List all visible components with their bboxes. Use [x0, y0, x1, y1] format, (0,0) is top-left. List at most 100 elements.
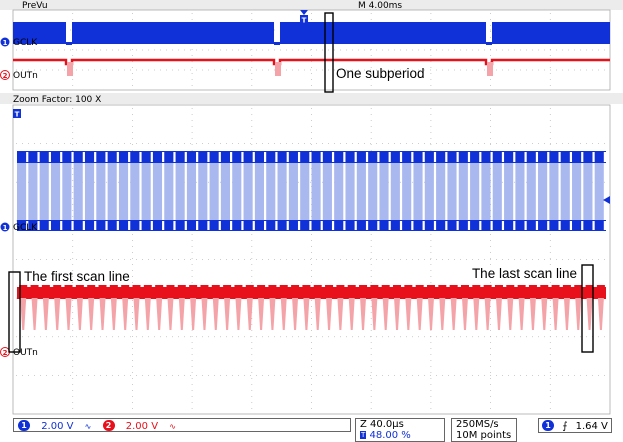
zoom-outn-spike [347, 285, 356, 288]
zoom-gclk-gap [365, 221, 369, 230]
zoom-outn-pulse [88, 298, 95, 330]
zoom-gclk-gap [218, 221, 221, 230]
zoom-gclk-gap [26, 221, 29, 230]
zoom-gclk-burst [164, 156, 174, 226]
zoom-gclk-gap [422, 221, 425, 230]
overview-gclk-gap [486, 42, 492, 45]
zoom-gclk-gap [490, 221, 493, 230]
zoom-outn-spike [200, 285, 209, 288]
zoom-gclk-burst [266, 156, 276, 226]
zoom-gclk-burst [118, 156, 129, 226]
zoom-outn-pulse [597, 298, 604, 330]
zoom-gclk-burst [209, 156, 219, 226]
zoom-gclk-gap [173, 152, 176, 162]
zoom-gclk-burst [311, 156, 321, 226]
zoom-gclk-burst [186, 156, 197, 226]
ch2-scale: 2.00 V [125, 420, 159, 432]
zoom-outn-pulse [507, 298, 514, 330]
zoom-gclk-burst [232, 156, 242, 226]
zoom-gclk-gap [94, 152, 97, 162]
zoom-outn-pulse [371, 298, 378, 330]
zoom-gclk-gap [207, 221, 210, 230]
zoom-outn-spike [19, 285, 28, 288]
zoom-gclk-gap [513, 221, 516, 230]
zoom-gclk-gap [162, 221, 165, 230]
zoom-gclk-burst [470, 156, 480, 226]
vertical-scale-box[interactable]: 1 2.00 V ∿ 2 2.00 V ∿ [13, 418, 351, 432]
overview-gclk-segment [72, 22, 274, 44]
zoom-gclk-gap [263, 221, 267, 230]
zoom-factor-label: Zoom Factor: 100 X [13, 95, 101, 105]
zoom-outn-pulse [212, 298, 219, 330]
zoom-outn-pulse [258, 298, 265, 330]
zoom-gclk-gap [456, 221, 459, 230]
zoom-outn-spike [245, 285, 254, 288]
zoom-gclk-gap [241, 152, 244, 162]
zoom-outn-pulse [156, 298, 163, 330]
overview-outn-dip [275, 62, 281, 76]
horizontal-scale: Z 40.0µs [360, 419, 404, 430]
svg-text:2: 2 [3, 72, 8, 80]
zoom-gclk-gap [37, 221, 40, 230]
zoom-gclk-burst [560, 156, 570, 226]
horizontal-box[interactable]: Z 40.0µs T 48.00 % [355, 418, 445, 442]
zoom-outn-pulse [133, 298, 140, 330]
zoom-gclk-gap [331, 152, 335, 162]
zoom-gclk-gap [558, 152, 561, 162]
zoom-gclk-gap [60, 152, 63, 162]
zoom-gclk-gap [309, 221, 312, 230]
zoom-gclk-burst [17, 156, 27, 226]
trigger-box[interactable]: 1 ⨍ 1.64 V [538, 418, 612, 433]
zoom-outn-pulse [280, 298, 287, 330]
header-strip [0, 0, 623, 10]
zoom-outn-spike [155, 285, 164, 288]
zoom-gclk-gap [139, 152, 142, 162]
zoom-gclk-gap [150, 152, 153, 162]
zoom-gclk-gap [105, 221, 108, 230]
trigger-marker-overview-label: T [302, 17, 307, 25]
zoom-gclk-burst [28, 156, 38, 226]
zoom-gclk-gap [82, 221, 85, 230]
first-scan-annotation: The first scan line [24, 269, 130, 284]
zoom-gclk-burst [50, 156, 61, 226]
zoom-gclk-burst [300, 156, 310, 226]
zoom-gclk-gap [433, 152, 437, 162]
zoom-outn-spike [359, 285, 368, 288]
first-scan-line-box [8, 271, 21, 353]
zoom-gclk-gap [71, 221, 74, 230]
zoom-gclk-gap [37, 152, 40, 162]
trigger-marker-zoom [13, 109, 21, 118]
zoom-outn-spike [41, 285, 50, 288]
zoom-gclk-burst [549, 156, 559, 226]
timebase-label: M 4.00ms [358, 1, 402, 11]
zoom-outn-pulse [201, 298, 208, 330]
zoom-gclk-gap [184, 221, 187, 230]
zoom-gclk-burst [458, 156, 468, 226]
trigger-position-marker [300, 10, 308, 15]
zoom-outn-pulse [31, 298, 38, 330]
subperiod-annotation: One subperiod [336, 66, 425, 81]
zoom-outn-pulse [54, 298, 61, 330]
acquisition-box[interactable]: 250MS/s 10M points [451, 418, 517, 442]
zoom-outn-pulse [348, 298, 355, 330]
trigger-position-icon: T [360, 431, 367, 439]
zoom-gclk-burst [447, 156, 457, 226]
ch2-chip: 2 [102, 420, 115, 431]
zoom-gclk-gap [467, 152, 471, 162]
zoom-gclk-gap [535, 152, 539, 162]
zoom-gclk-gap [82, 152, 85, 162]
zoom-outn-pulse [405, 298, 412, 330]
zoom-outn-pulse [563, 298, 570, 330]
last-scan-annotation: The last scan line [472, 266, 577, 281]
zoom-gclk-burst [254, 156, 264, 226]
overview-gclk-segment [280, 22, 486, 44]
zoom-outn-spike [325, 285, 334, 288]
zoom-outn-pulse [235, 298, 242, 330]
zoom-outn-spike [268, 285, 277, 288]
zoom-outn-pulse [144, 298, 151, 330]
zoom-outn-pulse [99, 298, 106, 330]
zoom-gclk-gap [218, 152, 221, 162]
subperiod-box [324, 12, 334, 93]
zoom-gclk-gap [263, 152, 267, 162]
ch1-coupling-icon: ∿ [84, 421, 92, 431]
